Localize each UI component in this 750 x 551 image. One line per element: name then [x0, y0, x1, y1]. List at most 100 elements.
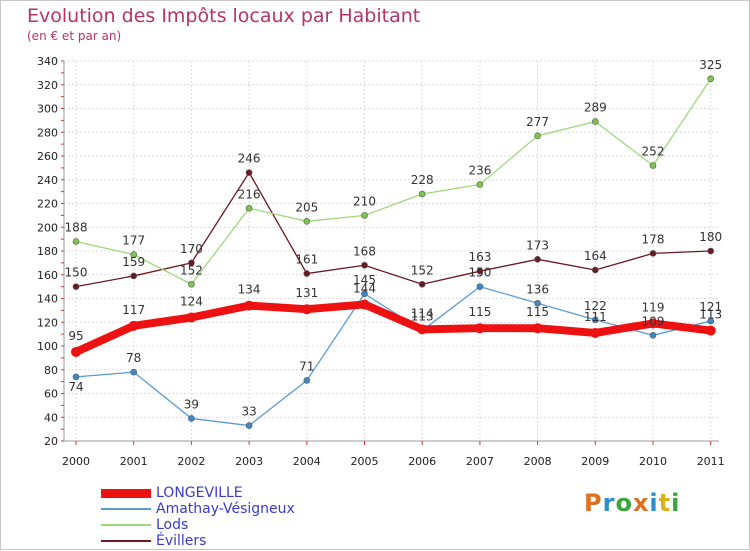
logo-letter: t — [658, 489, 672, 517]
data-label: 114 — [411, 306, 434, 320]
data-label: 115 — [526, 305, 549, 319]
x-tick-label: 2000 — [62, 455, 90, 468]
data-label: 117 — [122, 303, 145, 317]
data-point — [476, 267, 484, 275]
data-point — [303, 377, 311, 384]
legend-label: LONGEVILLE — [156, 485, 243, 501]
data-point — [130, 368, 137, 376]
data-point — [361, 261, 368, 269]
y-tick-label: 180 — [37, 245, 58, 258]
data-point — [186, 312, 197, 323]
data-label: 246 — [238, 152, 261, 166]
data-point — [128, 320, 139, 331]
data-label: 111 — [584, 310, 607, 324]
y-tick-label: 20 — [44, 435, 58, 448]
x-tick-label: 2008 — [524, 455, 552, 468]
data-point — [532, 323, 543, 334]
data-point — [188, 415, 195, 422]
data-label: 121 — [699, 300, 722, 314]
y-tick-label: 240 — [37, 174, 58, 187]
series-line — [75, 285, 712, 427]
data-point — [707, 247, 715, 255]
data-point — [474, 323, 485, 334]
data-label: 71 — [299, 359, 314, 373]
data-label: 152 — [180, 263, 203, 277]
data-point — [591, 266, 599, 274]
legend-label: Amathay-Vésigneux — [156, 501, 295, 517]
data-point — [303, 270, 311, 277]
data-label: 236 — [468, 164, 491, 178]
y-tick-label: 140 — [37, 293, 58, 306]
y-tick-label: 60 — [44, 388, 58, 401]
data-point — [476, 283, 484, 290]
logo-letter: i — [649, 489, 659, 517]
data-label: 228 — [411, 173, 434, 187]
series-line — [75, 171, 712, 288]
logo-letter: P — [584, 489, 603, 517]
x-tick-label: 2006 — [408, 455, 436, 468]
data-label: 289 — [584, 101, 607, 115]
series-line — [72, 300, 715, 356]
data-label: 136 — [526, 282, 549, 296]
data-point — [303, 218, 311, 225]
data-point — [71, 346, 81, 357]
x-tick-label: 2011 — [697, 455, 725, 468]
data-label: 177 — [122, 234, 145, 248]
legend-swatch — [101, 489, 151, 498]
data-label: 74 — [68, 380, 83, 394]
y-tick-label: 100 — [37, 340, 58, 353]
y-tick-label: 300 — [37, 103, 58, 116]
y-tick-label: 80 — [44, 364, 58, 377]
y-tick-label: 320 — [37, 79, 58, 92]
y-tick-label: 200 — [37, 221, 58, 234]
x-tick-label: 2004 — [293, 455, 321, 468]
legend-swatch — [101, 508, 151, 510]
data-label: 152 — [411, 263, 434, 277]
series-line — [75, 78, 712, 285]
data-point — [359, 299, 370, 310]
data-point — [130, 251, 137, 258]
y-tick-label: 260 — [37, 150, 58, 163]
data-label: 124 — [180, 295, 203, 309]
data-point — [245, 204, 253, 212]
data-point — [418, 190, 426, 198]
data-point — [418, 280, 426, 288]
data-label: 161 — [295, 253, 318, 267]
data-label: 205 — [295, 200, 318, 214]
data-label: 144 — [353, 281, 376, 295]
data-point — [244, 300, 255, 311]
data-point — [245, 169, 253, 176]
data-point — [361, 212, 368, 219]
x-tick-label: 2007 — [466, 455, 494, 468]
data-point — [361, 290, 368, 298]
data-label: 210 — [353, 194, 376, 208]
data-label: 163 — [468, 250, 491, 264]
data-point — [72, 373, 80, 381]
data-label: 33 — [241, 405, 256, 419]
x-tick-label: 2001 — [120, 455, 148, 468]
chart-title: Evolution des Impôts locaux par Habitant — [27, 5, 421, 27]
data-label: 131 — [295, 286, 318, 300]
legend-label: Évillers — [156, 533, 207, 549]
y-tick-label: 340 — [37, 55, 58, 68]
data-point — [245, 422, 253, 429]
data-point — [72, 283, 80, 290]
chart-subtitle: (en € et par an) — [27, 29, 122, 43]
data-point — [417, 324, 428, 335]
data-point — [476, 181, 484, 188]
data-label: 216 — [238, 187, 261, 201]
data-point — [301, 304, 312, 315]
y-tick-label: 280 — [37, 126, 58, 139]
legend-swatch — [101, 540, 151, 542]
data-point — [188, 280, 195, 288]
data-point — [534, 132, 541, 140]
data-label: 109 — [642, 314, 665, 328]
data-label: 78 — [126, 351, 141, 365]
data-point — [649, 162, 657, 169]
data-label: 188 — [65, 221, 88, 235]
data-label: 150 — [65, 266, 88, 280]
logo-letter: x — [632, 489, 650, 517]
data-point — [534, 256, 541, 263]
